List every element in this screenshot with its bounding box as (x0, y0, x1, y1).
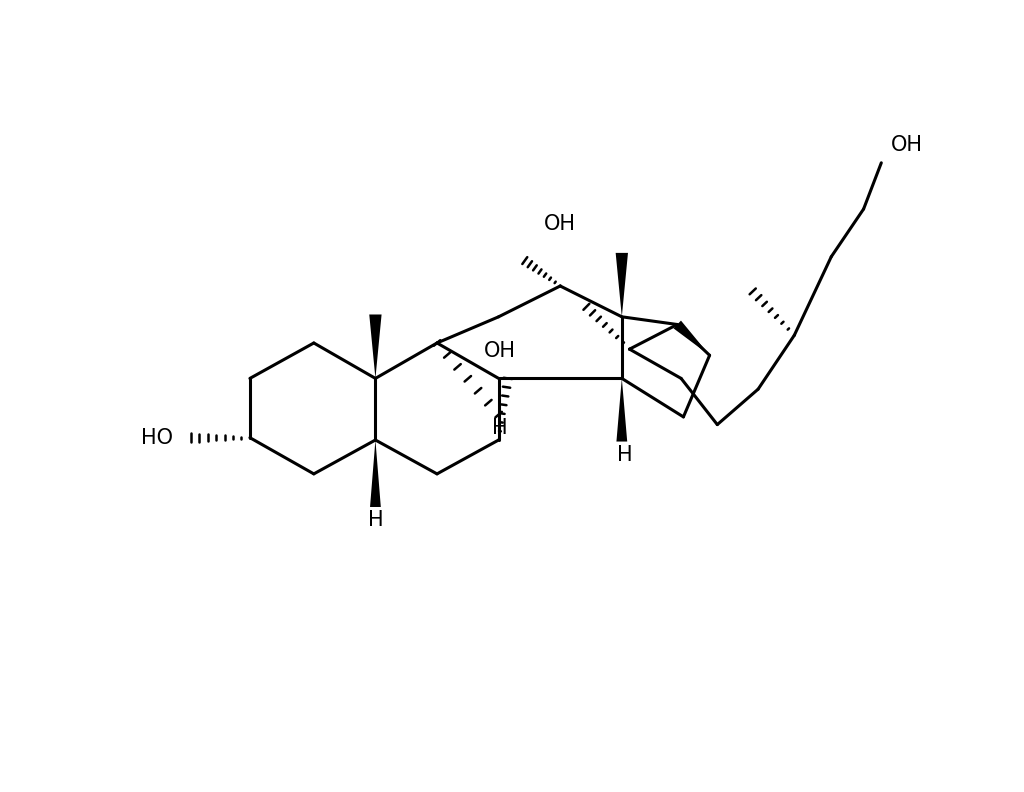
Text: H: H (368, 510, 383, 530)
Text: OH: OH (891, 135, 924, 155)
Polygon shape (616, 379, 628, 441)
Text: HO: HO (141, 428, 173, 447)
Text: H: H (493, 417, 508, 438)
Polygon shape (370, 440, 381, 507)
Polygon shape (615, 253, 628, 317)
Polygon shape (370, 314, 382, 379)
Text: OH: OH (544, 215, 577, 234)
Text: H: H (617, 444, 633, 465)
Text: OH: OH (484, 341, 516, 361)
Polygon shape (674, 321, 710, 356)
